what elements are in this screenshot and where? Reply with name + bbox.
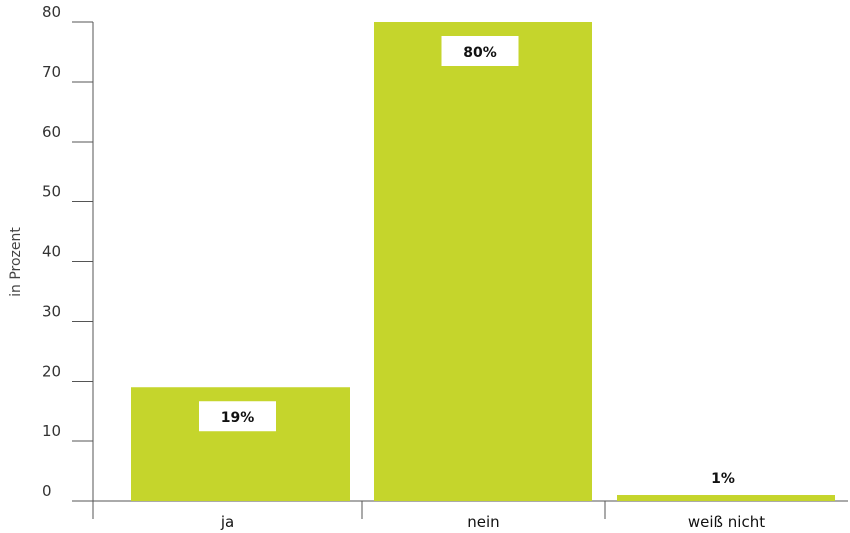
y-tick-label: 30 bbox=[42, 302, 61, 320]
x-tick-group bbox=[92, 501, 606, 519]
y-tick-label: 70 bbox=[42, 63, 61, 81]
category-label: weiß nicht bbox=[688, 513, 765, 531]
category-label: ja bbox=[220, 513, 234, 531]
data-label: 19% bbox=[221, 410, 255, 426]
y-axis-title: in Prozent bbox=[8, 227, 24, 297]
data-label-box bbox=[441, 36, 519, 66]
y-axis: 0 10 20 30 40 50 60 70 80 in Prozent bbox=[8, 3, 94, 519]
y-tick-label: 60 bbox=[42, 123, 61, 141]
y-tick-label: 0 bbox=[42, 482, 52, 500]
y-tick-label: 20 bbox=[42, 362, 61, 380]
data-label: 80% bbox=[463, 45, 497, 61]
y-tick-group: 0 10 20 30 40 50 60 70 80 bbox=[42, 3, 93, 502]
bars-group: 19% ja 80% nein 1% weiß nicht bbox=[131, 22, 835, 531]
y-tick-label: 10 bbox=[42, 422, 61, 440]
bar bbox=[617, 495, 835, 501]
y-tick-label: 40 bbox=[42, 243, 61, 261]
y-tick-label: 50 bbox=[42, 183, 61, 201]
bar bbox=[374, 22, 592, 501]
data-label: 1% bbox=[711, 471, 735, 487]
category-label: nein bbox=[467, 513, 499, 531]
y-tick-label: 80 bbox=[42, 3, 61, 21]
data-label-box bbox=[199, 401, 276, 432]
